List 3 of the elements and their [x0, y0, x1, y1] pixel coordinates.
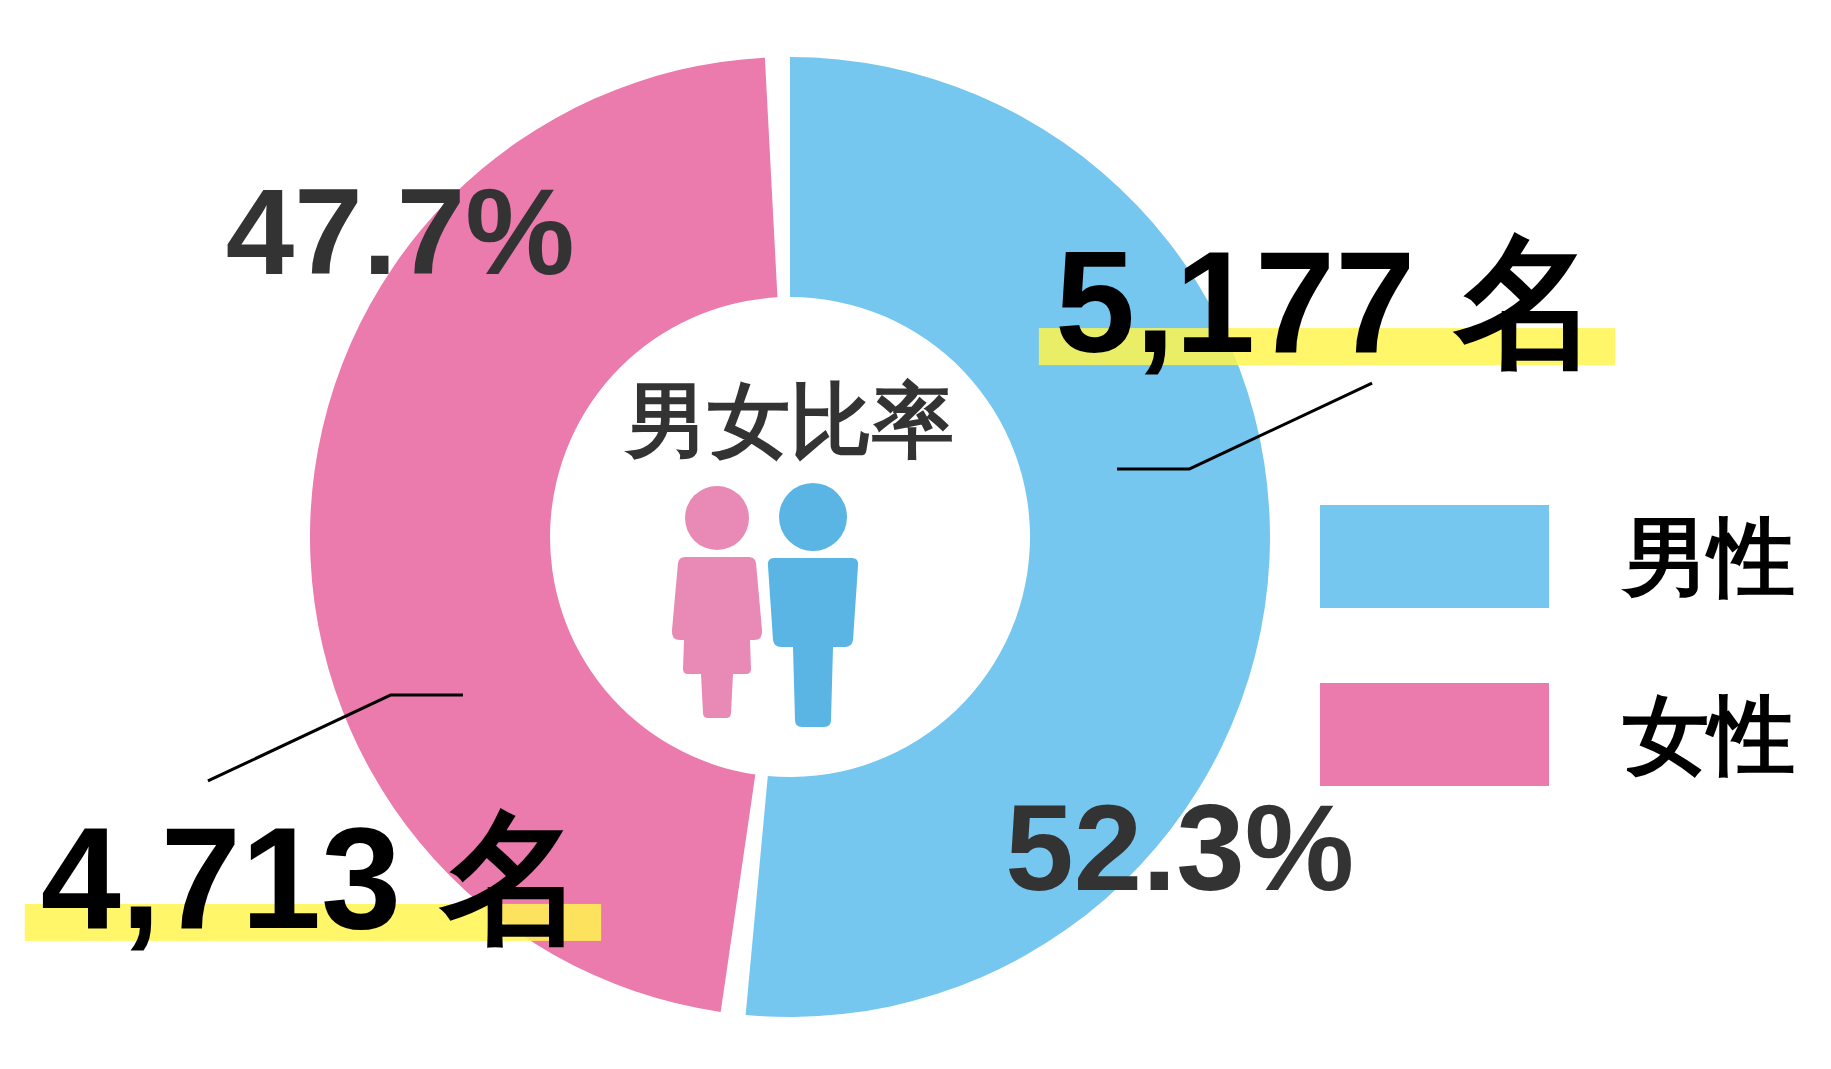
- legend-label: 男性: [1623, 508, 1795, 605]
- text: 男女比率: [623, 375, 955, 466]
- legend-label: 女性: [1623, 686, 1795, 783]
